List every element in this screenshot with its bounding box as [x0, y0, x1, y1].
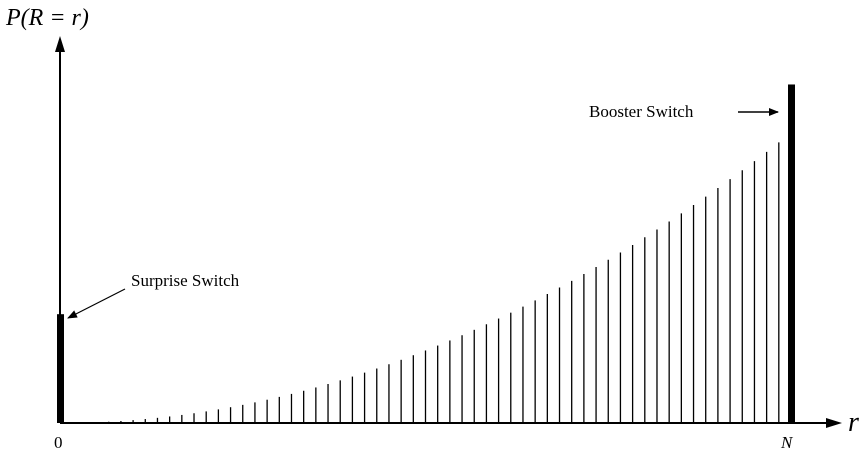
- surprise-switch-bar: [57, 314, 64, 423]
- booster-switch-bar: [788, 84, 795, 423]
- x-axis-arrowhead: [826, 418, 842, 428]
- x-tick-label-n: N: [780, 433, 794, 452]
- probability-stems: [71, 142, 780, 423]
- y-axis-label: P(R = r): [5, 5, 89, 31]
- y-axis-arrowhead: [55, 36, 65, 52]
- booster-switch-label: Booster Switch: [589, 102, 694, 121]
- x-tick-label-zero: 0: [54, 433, 63, 452]
- surprise-switch-label: Surprise Switch: [131, 271, 240, 290]
- surprise-switch-arrow: [67, 288, 126, 319]
- x-axis-label: r: [848, 407, 859, 438]
